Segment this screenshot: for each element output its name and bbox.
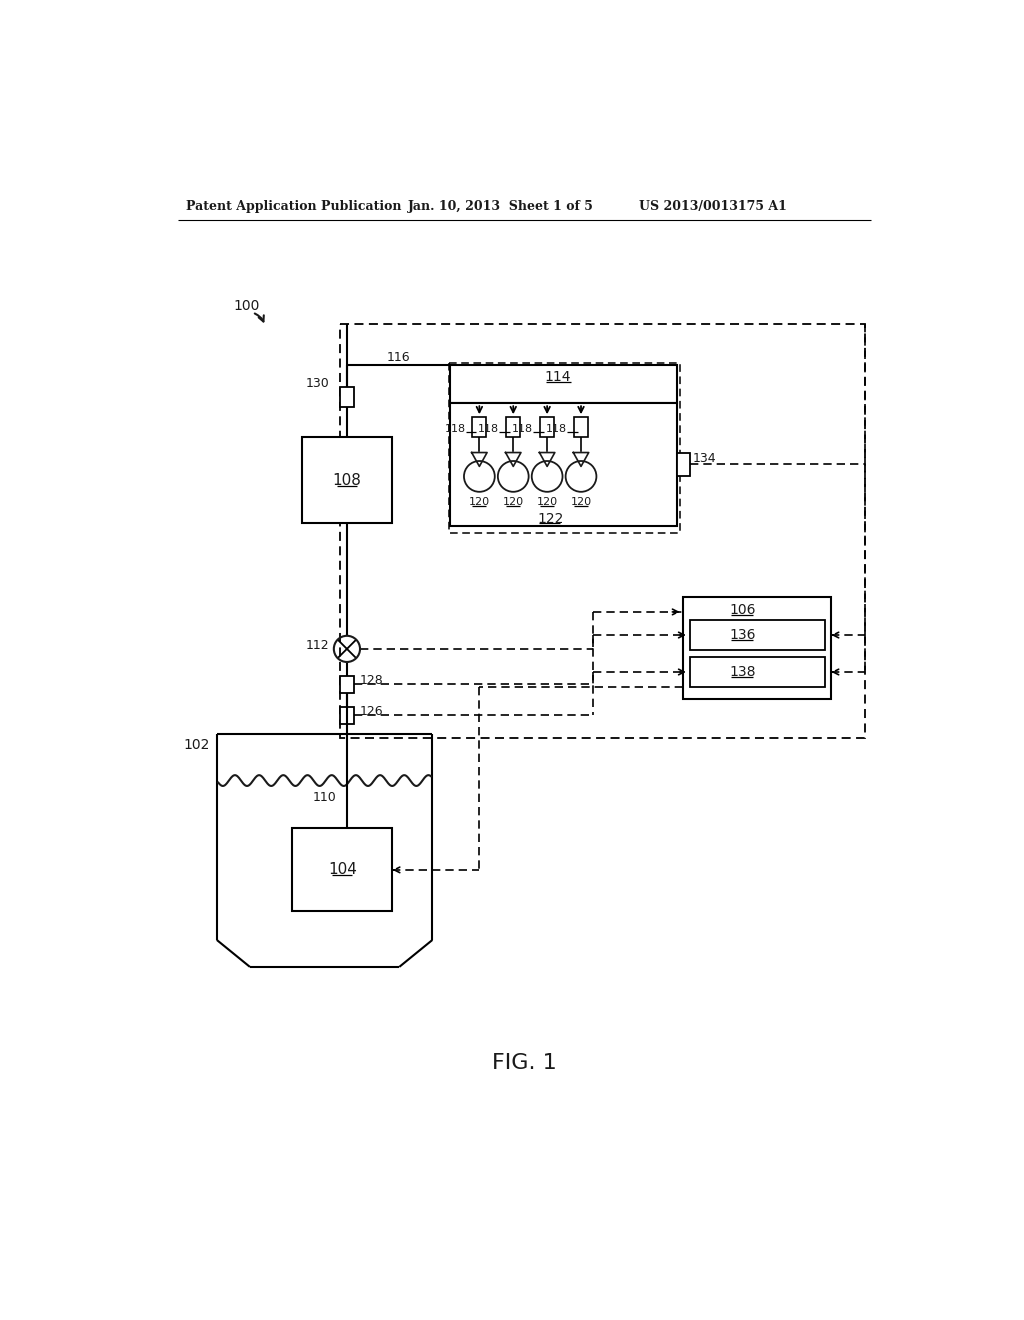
Text: 128: 128 (359, 675, 383, 686)
Text: 102: 102 (183, 738, 210, 752)
Text: 126: 126 (359, 705, 383, 718)
Polygon shape (573, 453, 589, 466)
Text: 118: 118 (444, 424, 466, 434)
Text: 114: 114 (545, 370, 571, 384)
Bar (340, 323, 865, 738)
Text: US 2013/0013175 A1: US 2013/0013175 A1 (639, 199, 786, 213)
Bar (541, 417, 554, 437)
Bar (451, 404, 677, 527)
Text: Patent Application Publication: Patent Application Publication (186, 199, 401, 213)
Text: 120: 120 (503, 496, 524, 507)
Text: FIG. 1: FIG. 1 (493, 1053, 557, 1073)
Text: Jan. 10, 2013  Sheet 1 of 5: Jan. 10, 2013 Sheet 1 of 5 (408, 199, 594, 213)
Text: 118: 118 (478, 424, 500, 434)
Text: 138: 138 (729, 665, 756, 678)
Text: 108: 108 (333, 473, 361, 488)
Polygon shape (472, 453, 487, 466)
Text: 120: 120 (570, 496, 592, 507)
Text: 118: 118 (512, 424, 534, 434)
Text: 120: 120 (537, 496, 558, 507)
Text: 112: 112 (305, 639, 330, 652)
Text: 106: 106 (729, 603, 756, 618)
Bar (340, 706, 354, 723)
Text: 100: 100 (233, 300, 259, 313)
Text: 134: 134 (692, 453, 716, 465)
Text: 130: 130 (305, 376, 330, 389)
Text: 120: 120 (469, 496, 489, 507)
Bar (301, 437, 392, 524)
Bar (340, 676, 354, 693)
Bar (683, 597, 831, 700)
Polygon shape (540, 453, 555, 466)
Bar (340, 387, 354, 407)
Text: 118: 118 (546, 424, 567, 434)
Text: 110: 110 (313, 791, 337, 804)
Text: 136: 136 (729, 628, 756, 642)
Bar (451, 364, 677, 404)
Bar (449, 363, 680, 532)
Bar (472, 417, 486, 437)
Bar (689, 657, 825, 686)
Bar (292, 829, 392, 911)
Polygon shape (506, 453, 521, 466)
Text: 116: 116 (387, 351, 411, 363)
Bar (574, 417, 588, 437)
Bar (689, 620, 825, 649)
Text: 104: 104 (328, 862, 356, 878)
Bar (677, 453, 689, 475)
Bar (506, 417, 520, 437)
Text: 122: 122 (537, 512, 563, 525)
